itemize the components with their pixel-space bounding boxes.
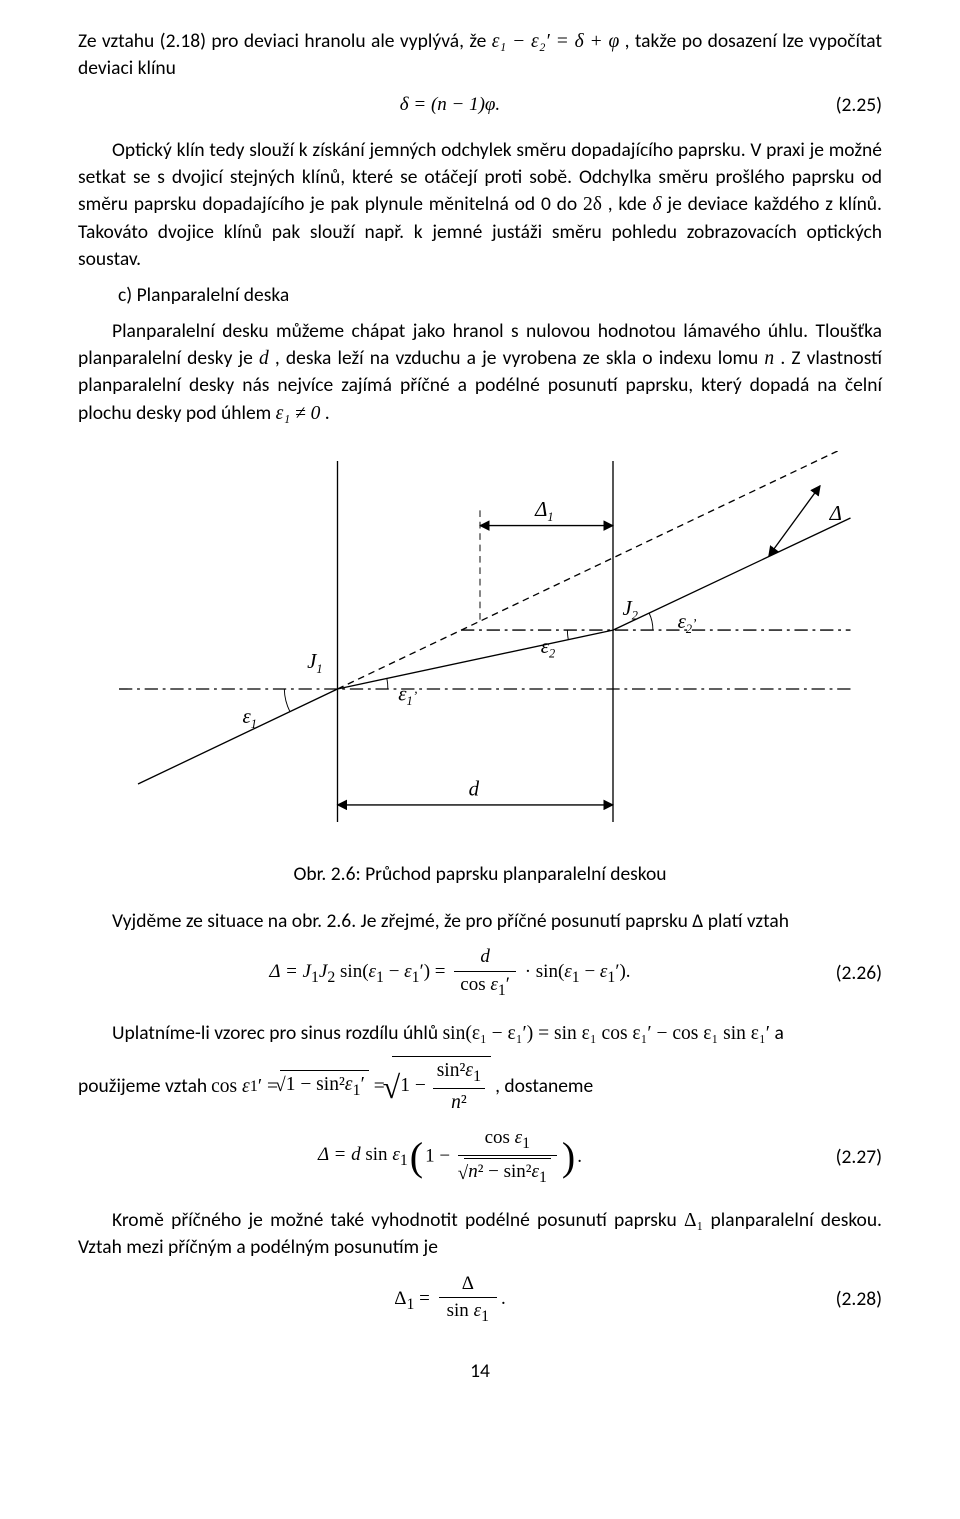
svg-text:ε2: ε2 [541,634,555,661]
svg-text:ε2’: ε2’ [678,609,697,636]
para-krome: Kromě příčného je možné také vyhodnotit … [78,1207,882,1262]
t: použijeme vztah [78,1073,207,1100]
eq-2-25: δ = (n − 1)φ. (2.25) [78,92,882,119]
para-planpara: Planparalelní desku můžeme chápat jako h… [78,318,882,427]
m: sin(ε₁ − ε₁′) = sin ε₁ cos ε₁′ − cos ε₁ … [443,1023,770,1044]
t: . [325,401,330,425]
para-klin: Optický klín tedy slouží k získání jemný… [78,137,882,273]
m: n [764,348,774,369]
t: Ze vztahu (2.18) pro deviaci hranolu ale… [78,29,492,53]
para-pouzijeme: použijeme vztah cos ε1′ = √ 1 − sin²ε1′ … [78,1056,882,1116]
m: ε₁ ≠ 0 [276,403,321,424]
eq-2-26: Δ = J1J2 sin(ε1 − ε1′) = d cos ε1′ · sin… [78,944,882,1002]
t: a [774,1021,783,1045]
svg-text:J1: J1 [307,649,322,676]
eq-number: (2.27) [822,1144,882,1171]
eq-body: Δ = d sin ε1 ( 1 − cos ε1 √ n² − sin²ε1 … [78,1125,822,1189]
para-intro: Ze vztahu (2.18) pro deviaci hranolu ale… [78,28,882,83]
eq-2-28: Δ1 = Δ sin ε1 . (2.28) [78,1271,882,1329]
m: δ [653,194,662,215]
t: Kromě příčného je možné také vyhodnotit … [112,1208,684,1232]
t: , dostaneme [495,1073,593,1100]
svg-text:d: d [469,776,480,800]
eq-number: (2.28) [822,1286,882,1313]
list-item-c: c) Planparalelní deska [118,282,882,309]
figure-2-6: Δ1 Δ J1 J2 ε1 ε1’ ε2 ε2’ d [78,451,882,851]
svg-text:ε1: ε1 [243,704,257,731]
eq-body: Δ1 = Δ sin ε1 . [78,1271,822,1329]
m: Δ₁ [684,1210,703,1231]
para-situace: Vyjděme ze situace na obr. 2.6. Je zřejm… [78,908,882,935]
eq-number: (2.25) [822,92,882,119]
svg-text:ε1’: ε1’ [398,681,417,708]
svg-text:J2: J2 [623,596,638,623]
m: d [259,348,269,369]
eq-body: δ = (n − 1)φ. [78,92,822,119]
eq-body: Δ = J1J2 sin(ε1 − ε1′) = d cos ε1′ · sin… [78,944,822,1002]
t: Uplatníme-li vzorec pro sinus rozdílu úh… [112,1021,443,1045]
eq-2-27: Δ = d sin ε1 ( 1 − cos ε1 √ n² − sin²ε1 … [78,1125,882,1189]
para-uplat: Uplatníme-li vzorec pro sinus rozdílu úh… [78,1020,882,1047]
svg-text:Δ1: Δ1 [534,497,553,524]
eq-number: (2.26) [822,960,882,987]
page-number: 14 [78,1358,882,1385]
eq-inline: ε₁ − ε₂′ = δ + φ [492,31,620,52]
m: 2δ [583,194,602,215]
svg-text:Δ: Δ [829,501,842,525]
t: , deska leží na vzduchu a je vyrobena ze… [275,346,765,370]
t: , kde [608,192,653,216]
eq-inline: cos ε1′ = √ 1 − sin²ε1′ = √ 1 − sin²ε1 n… [211,1056,491,1116]
figure-caption: Obr. 2.6: Průchod paprsku planparalelní … [78,861,882,888]
